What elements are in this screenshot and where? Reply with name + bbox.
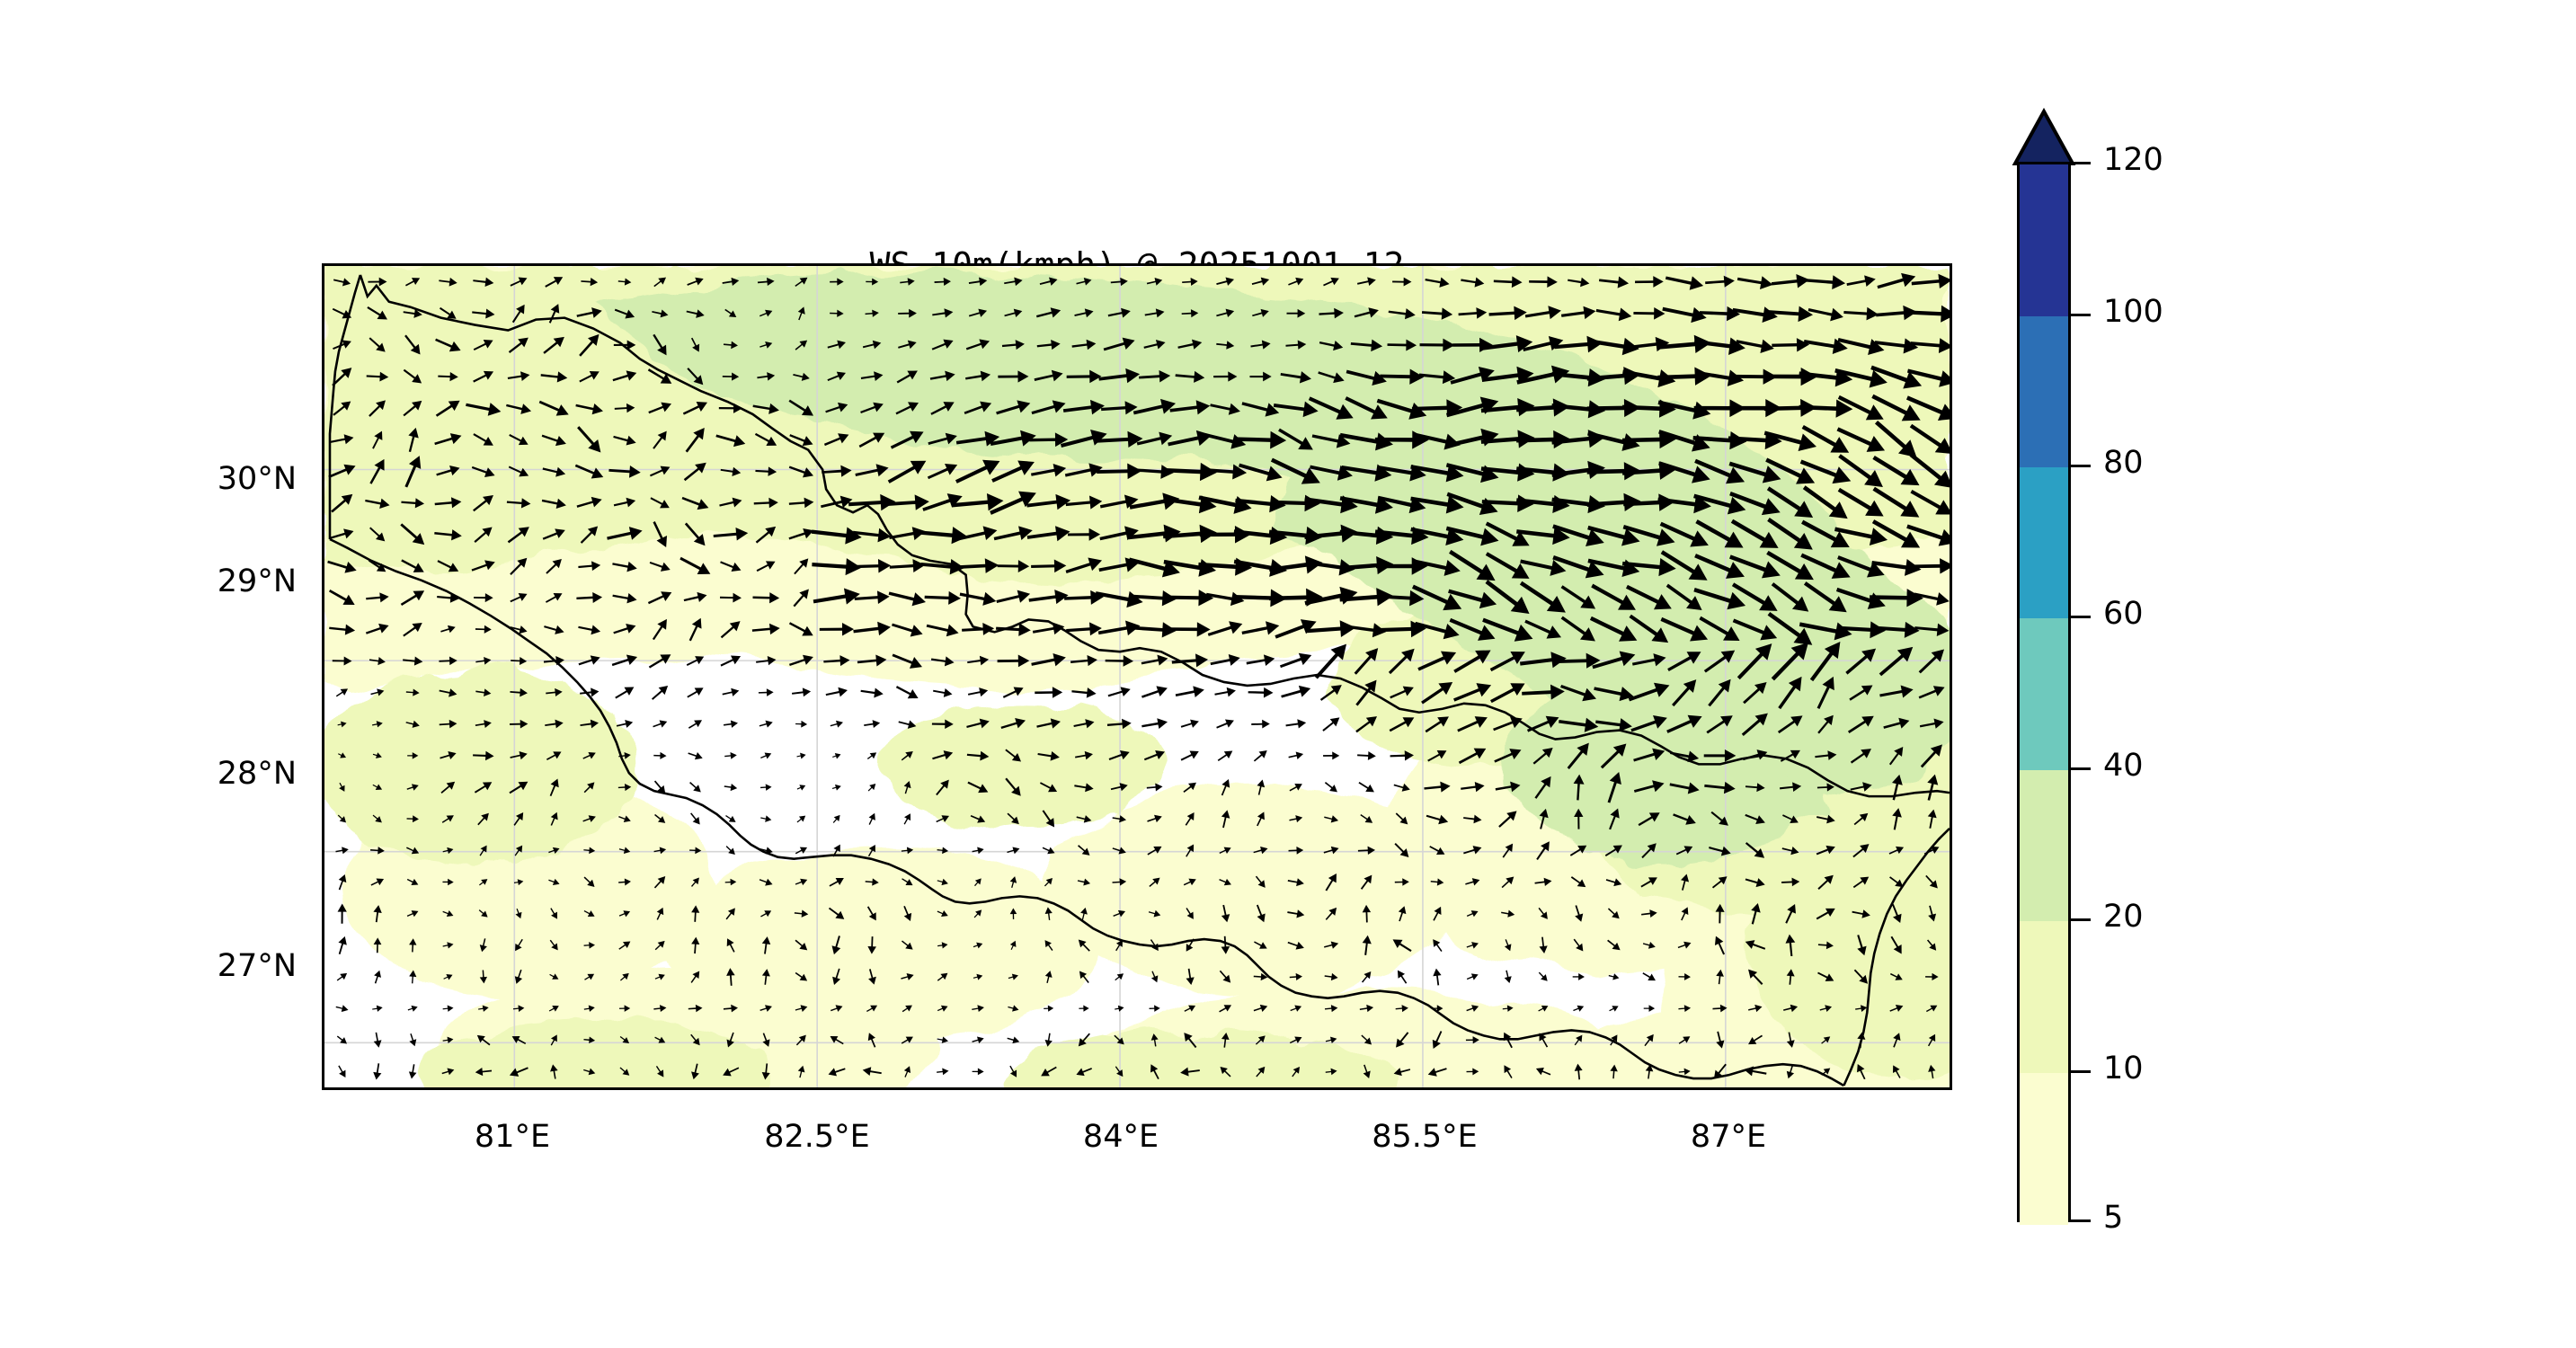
ytick-label-29n: 29°N: [217, 563, 297, 599]
colorbar[interactable]: 120 100 80 60 40 20 10 5: [2012, 107, 2163, 1236]
colorbar-band-40-60: [2020, 770, 2068, 921]
colorbar-band-20-40: [2020, 921, 2068, 1073]
colorbar-tick-mark: [2071, 314, 2091, 316]
colorbar-tick-mark: [2071, 465, 2091, 467]
colorbar-tick-mark: [2071, 1219, 2091, 1222]
colorbar-extend-arrow: [2012, 107, 2076, 165]
map-plot-area[interactable]: [322, 263, 1952, 1090]
xtick-label-84e: 84°E: [1082, 1119, 1159, 1155]
colorbar-tick-mark: [2071, 616, 2091, 618]
wind-vector-field: [324, 266, 1950, 1087]
colorbar-band-60-80: [2020, 618, 2068, 770]
colorbar-label-10: 10: [2103, 1051, 2144, 1086]
colorbar-label-20: 20: [2103, 899, 2144, 935]
colorbar-label-100: 100: [2103, 294, 2163, 330]
colorbar-label-5: 5: [2103, 1200, 2124, 1236]
colorbar-tick-mark: [2071, 918, 2091, 921]
colorbar-tick-mark: [2071, 767, 2091, 770]
colorbar-band-100-120: [2020, 316, 2068, 467]
colorbar-label-40: 40: [2103, 748, 2144, 784]
colorbar-label-120: 120: [2103, 142, 2163, 178]
colorbar-label-60: 60: [2103, 596, 2144, 632]
xtick-label-87e: 87°E: [1690, 1119, 1767, 1155]
colorbar-tick-group: 120 100 80 60 40 20 10 5: [2017, 142, 2251, 1240]
ytick-label-27n: 27°N: [217, 948, 297, 984]
colorbar-gradient: [2017, 162, 2071, 1225]
colorbar-tick-mark: [2071, 162, 2091, 164]
xtick-label-81e: 81°E: [474, 1119, 551, 1155]
ytick-label-30n: 30°N: [217, 461, 297, 497]
colorbar-band-gt120: [2020, 164, 2068, 316]
colorbar-label-80: 80: [2103, 445, 2144, 481]
colorbar-band-10-20: [2020, 1073, 2068, 1225]
colorbar-band-80-100: [2020, 467, 2068, 618]
xtick-label-855e: 85.5°E: [1372, 1119, 1478, 1155]
colorbar-tick-mark: [2071, 1070, 2091, 1073]
xtick-label-825e: 82.5°E: [764, 1119, 870, 1155]
ytick-label-28n: 28°N: [217, 756, 297, 792]
